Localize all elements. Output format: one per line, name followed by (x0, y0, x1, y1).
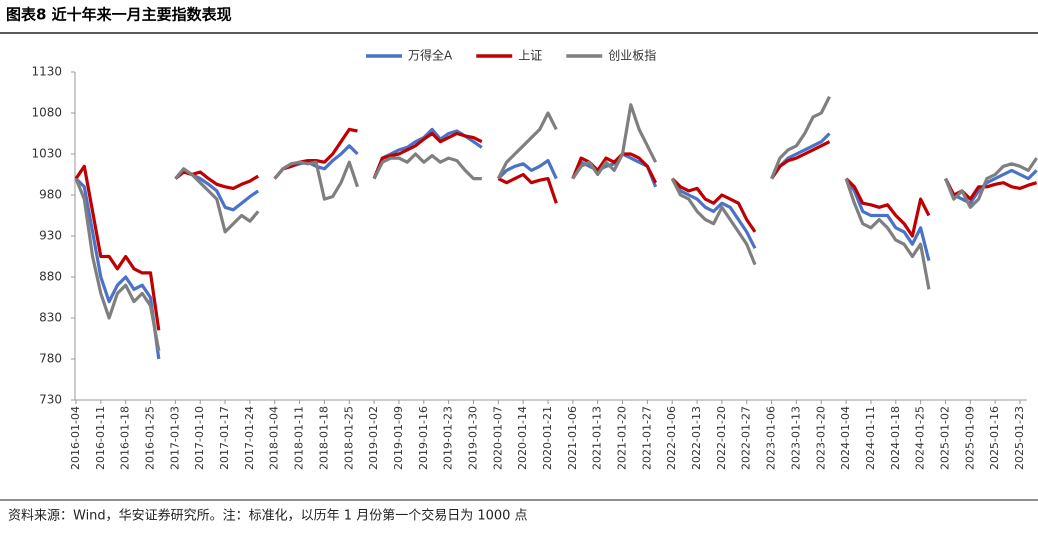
x-tick-label: 2017-01-10 (193, 406, 206, 470)
x-tick-label: 2018-01-25 (342, 406, 355, 470)
x-tick-label: 2024-01-18 (889, 406, 902, 470)
x-tick-label: 2025-01-23 (1013, 406, 1026, 470)
x-tick-label: 2017-01-24 (243, 406, 256, 470)
x-tick-label: 2025-01-16 (988, 406, 1001, 470)
y-tick-label: 780 (39, 352, 62, 366)
x-tick-label: 2025-01-09 (963, 406, 976, 470)
x-tick-label: 2023-01-20 (814, 406, 827, 470)
y-tick-label: 880 (39, 270, 62, 284)
x-tick-label: 2016-01-18 (119, 406, 132, 470)
y-tick-label: 830 (39, 311, 62, 325)
series-line (74, 127, 1038, 360)
x-tick-label: 2019-01-02 (367, 406, 380, 470)
y-tick-label: 980 (39, 188, 62, 202)
x-tick-label: 2016-01-11 (94, 406, 107, 470)
x-tick-label: 2018-01-18 (317, 406, 330, 470)
series-line (74, 95, 1038, 352)
y-tick-label: 1080 (31, 106, 62, 120)
x-tick-label: 2022-01-27 (740, 406, 753, 470)
x-tick-label: 2019-01-23 (442, 406, 455, 470)
x-tick-label: 2016-01-04 (69, 406, 82, 470)
x-tick-label: 2019-01-09 (392, 406, 405, 470)
x-tick-label: 2024-01-04 (839, 406, 852, 470)
x-tick-label: 2025-01-02 (938, 406, 951, 470)
legend-label: 上证 (518, 49, 542, 63)
x-tick-label: 2022-01-13 (690, 406, 703, 470)
x-tick-label: 2022-01-20 (715, 406, 728, 470)
x-tick-label: 2022-01-06 (665, 406, 678, 470)
x-tick-label: 2021-01-13 (591, 406, 604, 470)
chart-title: 图表8 近十年来一月主要指数表现 (6, 6, 232, 24)
x-tick-label: 2023-01-06 (765, 406, 778, 470)
x-tick-label: 2024-01-11 (864, 406, 877, 470)
legend-label: 创业板指 (608, 48, 656, 63)
x-tick-label: 2016-01-25 (144, 406, 157, 470)
x-tick-label: 2019-01-16 (417, 406, 430, 470)
x-tick-label: 2024-01-25 (914, 406, 927, 470)
x-tick-label: 2020-01-07 (491, 406, 504, 470)
x-tick-label: 2017-01-03 (168, 406, 181, 470)
x-tick-label: 2017-01-17 (218, 406, 231, 470)
x-tick-label: 2018-01-04 (268, 406, 281, 470)
x-tick-label: 2021-01-06 (566, 406, 579, 470)
x-tick-label: 2019-01-30 (466, 406, 479, 470)
x-tick-label: 2020-01-21 (541, 406, 554, 470)
series-line (74, 127, 1038, 331)
y-tick-label: 1030 (31, 147, 62, 161)
x-tick-label: 2021-01-27 (640, 406, 653, 470)
x-tick-label: 2020-01-14 (516, 406, 529, 470)
x-tick-label: 2021-01-20 (616, 406, 629, 470)
x-tick-label: 2018-01-11 (293, 406, 306, 470)
y-tick-label: 730 (39, 393, 62, 407)
legend-label: 万得全A (408, 48, 453, 63)
x-tick-label: 2023-01-13 (789, 406, 802, 470)
y-tick-label: 1130 (31, 65, 62, 79)
footnote: 资料来源：Wind，华安证券研究所。注：标准化，以历年 1 月份第一个交易日为 … (8, 508, 528, 524)
y-tick-label: 930 (39, 229, 62, 243)
